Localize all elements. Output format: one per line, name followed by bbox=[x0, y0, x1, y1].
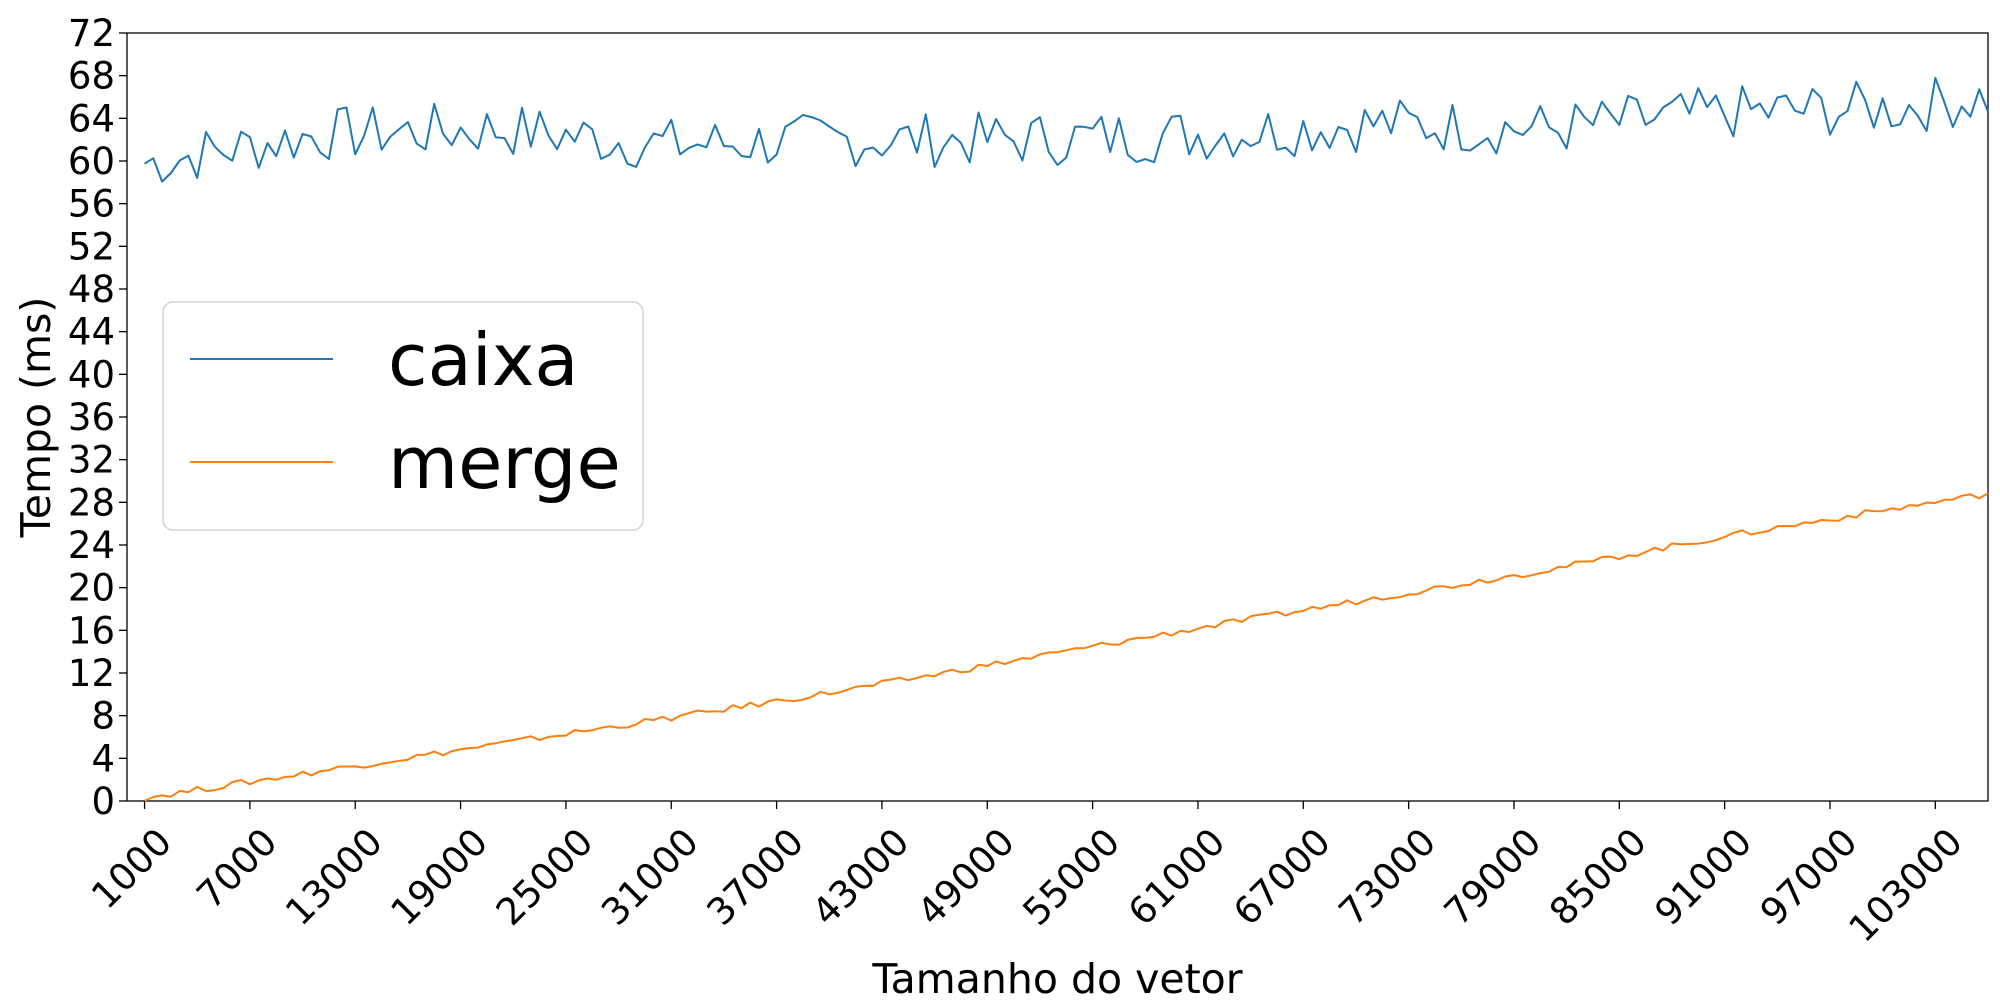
y-tick-label: 4 bbox=[91, 737, 115, 780]
y-tick-label: 52 bbox=[68, 225, 115, 268]
series-line-caixa bbox=[144, 76, 1989, 183]
y-tick-label: 56 bbox=[68, 183, 115, 226]
legend-label-merge: merge bbox=[388, 421, 621, 505]
legend-label-caixa: caixa bbox=[388, 318, 578, 402]
y-tick-label: 68 bbox=[68, 55, 115, 98]
y-tick-label: 12 bbox=[68, 652, 115, 695]
series-line-merge bbox=[144, 492, 1989, 802]
y-tick-label: 60 bbox=[68, 140, 115, 183]
y-tick-label: 8 bbox=[91, 695, 115, 738]
y-tick-label: 72 bbox=[68, 12, 115, 55]
series-layer bbox=[144, 76, 1989, 802]
y-tick-label: 32 bbox=[68, 439, 115, 482]
y-tick-label: 0 bbox=[91, 780, 115, 823]
y-axis-title: Tempo (ms) bbox=[12, 297, 60, 539]
y-tick-label: 44 bbox=[68, 311, 115, 354]
y-tick-label: 40 bbox=[68, 353, 115, 396]
legend: caixa merge bbox=[162, 301, 644, 531]
y-tick-label: 36 bbox=[68, 396, 115, 439]
x-axis-title: Tamanho do vetor bbox=[871, 955, 1242, 1000]
y-tick-label: 64 bbox=[68, 97, 115, 140]
y-tick-label: 24 bbox=[68, 524, 115, 567]
y-tick-label: 20 bbox=[68, 567, 115, 610]
y-tick-label: 28 bbox=[68, 481, 115, 524]
y-tick-label: 48 bbox=[68, 268, 115, 311]
y-tick-label: 16 bbox=[68, 609, 115, 652]
